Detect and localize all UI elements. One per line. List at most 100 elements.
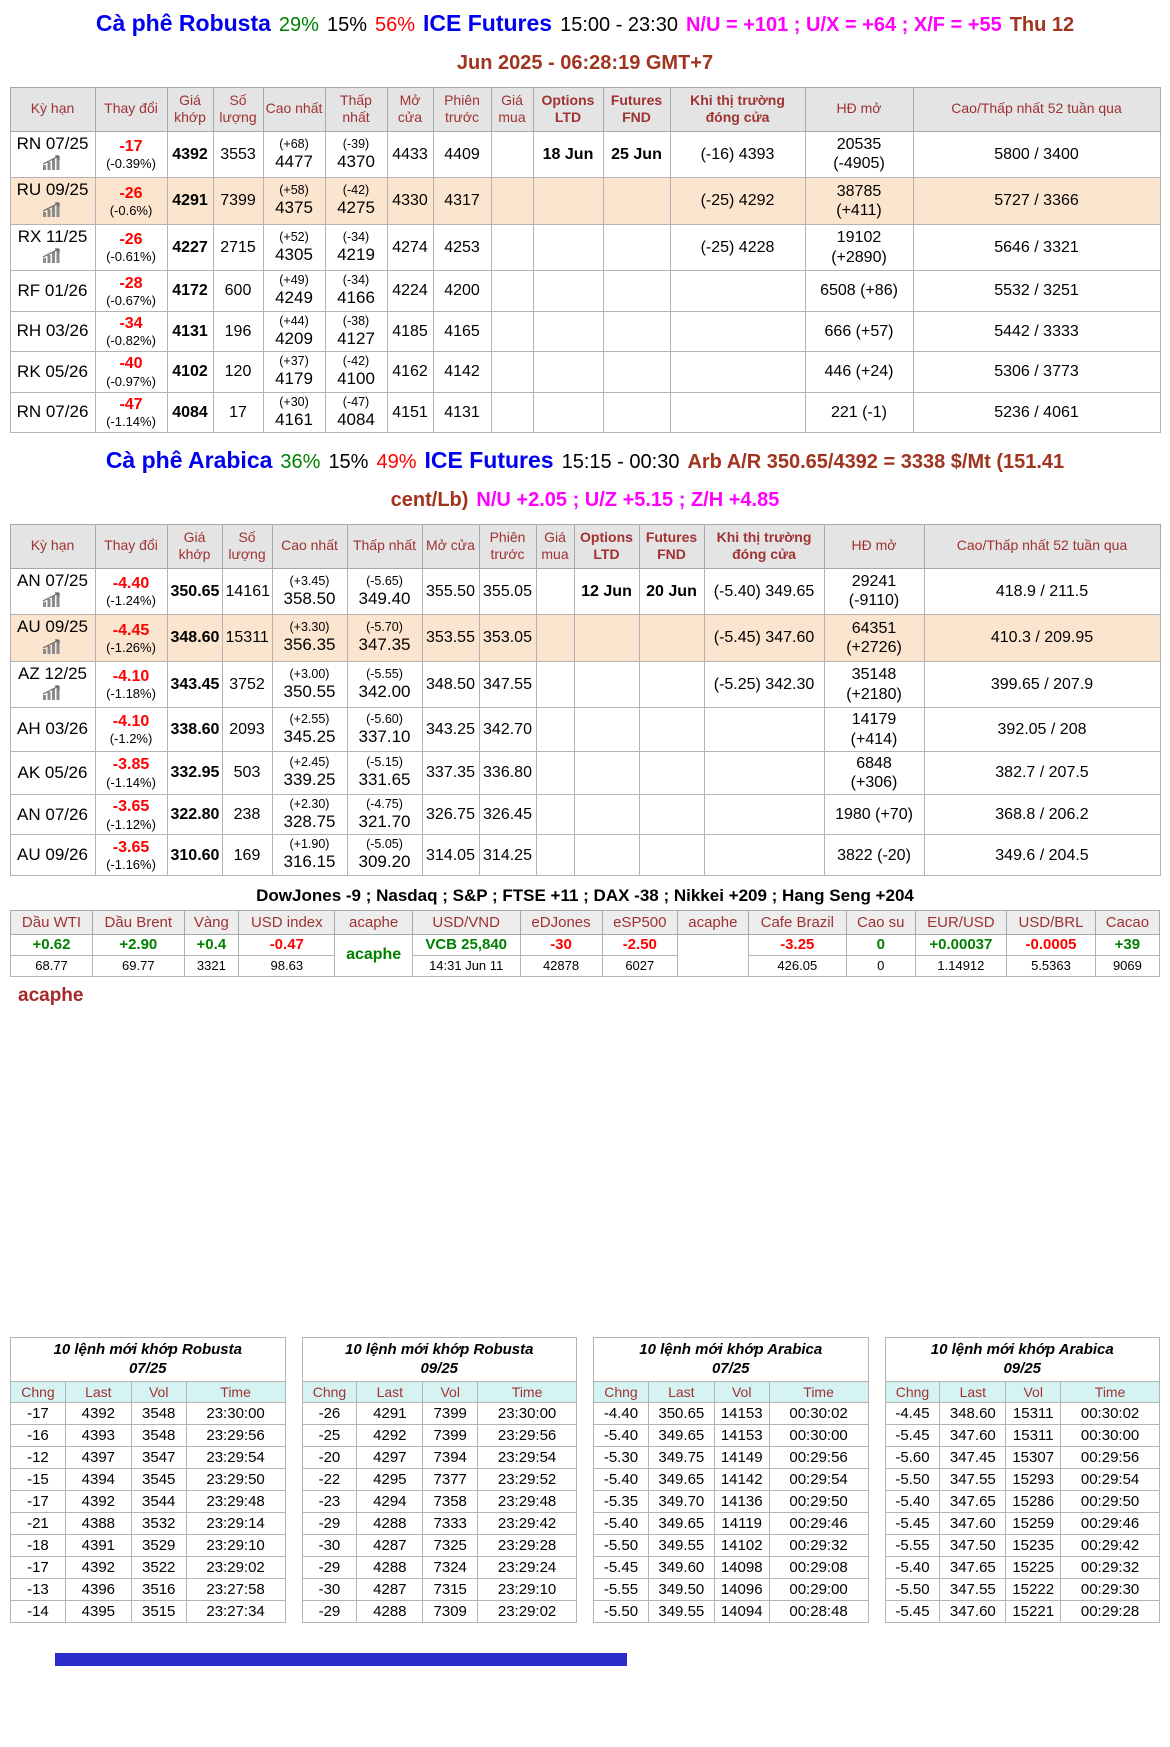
order-cell-change: -5.40 <box>884 1489 941 1513</box>
cell-bid <box>490 223 534 272</box>
order-cell-time: 00:29:54 <box>1060 1467 1160 1491</box>
table-row: RF 01/26 -28 (-0.67%) 4172 600 (+49) 4249 (-34)… <box>9 270 1161 312</box>
cell-52w-range: 5800 / 3400 <box>912 130 1161 179</box>
order-cell-time: 00:29:00 <box>768 1577 869 1601</box>
order-cell-change: -5.30 <box>593 1445 649 1469</box>
column-header: HĐ mở <box>804 86 914 132</box>
order-cell-last: 4391 <box>64 1533 132 1557</box>
order-cell-change: -29 <box>301 1599 358 1623</box>
table-row: RX 11/25 -26 (-0.61%) 4227 2715 (+52) 4305 (-34… <box>9 223 1161 272</box>
cell-open: 343.25 <box>421 707 480 752</box>
cell-open-interest: 3822 (-20) <box>823 834 925 876</box>
cell-volume: 2715 <box>212 223 264 272</box>
cell-close-info <box>669 391 806 433</box>
order-column-header: Vol <box>713 1380 770 1403</box>
header-segment: cent/Lb) <box>390 488 469 511</box>
market-header-row: Dầu WTI Dầu Brent Vàng USD index acaphe USD/V… <box>9 909 1161 935</box>
order-cell-last: 347.55 <box>939 1577 1007 1601</box>
header-segment: ICE Futures <box>424 446 554 473</box>
order-cell-volume: 14094 <box>713 1599 770 1623</box>
order-cell-time: 23:29:54 <box>477 1445 577 1469</box>
header-segment: N/U +2.05 ; U/Z +5.15 ; Z/H +4.85 <box>476 488 780 511</box>
market-summary-table: Dầu WTI Dầu Brent Vàng USD index acaphe USD/V… <box>9 909 1161 977</box>
column-header: Kỳ hạn <box>9 523 96 569</box>
chart-icon[interactable] <box>42 592 63 612</box>
chart-icon[interactable] <box>42 685 63 705</box>
robusta-header-line2: Jun 2025 - 06:28:19 GMT+7 <box>0 48 1170 79</box>
order-row: -20 4297 7394 23:29:54 <box>301 1445 577 1469</box>
order-column-header: Last <box>647 1380 715 1403</box>
order-cell-volume: 7358 <box>422 1489 479 1513</box>
cell-futures-fnd <box>602 270 671 312</box>
chart-icon[interactable] <box>42 202 63 222</box>
order-header-row: Chng Last Vol Time <box>884 1380 1160 1403</box>
order-row: -5.30 349.75 14149 00:29:56 <box>593 1445 869 1469</box>
cell-change: -28 (-0.67%) <box>94 270 168 312</box>
market-current-value: 98.63 <box>270 957 304 973</box>
order-cell-last: 347.65 <box>939 1489 1007 1513</box>
market-current-value: 5.5363 <box>1031 957 1071 973</box>
contract-label: AU 09/25 <box>17 617 88 637</box>
low-value: 337.10 <box>358 726 411 746</box>
order-row: -5.55 347.50 15235 00:29:42 <box>884 1533 1160 1557</box>
order-cell-volume: 14098 <box>713 1555 770 1579</box>
high-value: 350.55 <box>283 681 336 701</box>
cell-options-ltd: 18 Jun <box>532 130 604 179</box>
cell-contract: AH 03/26 <box>9 707 96 752</box>
order-cell-last: 4393 <box>64 1423 132 1447</box>
high-value: 328.75 <box>283 812 336 832</box>
cell-low: (-5.05) 309.20 <box>346 834 423 876</box>
cell-last-price: 4084 <box>166 391 214 433</box>
market-cell-value: 1.14912 <box>914 954 1008 977</box>
high-diff: (+49) <box>279 273 309 288</box>
order-cell-time: 23:30:00 <box>185 1401 286 1425</box>
recent-orders-table: 10 lệnh mới khớp Robusta 07/25 Chng Last Vo… <box>10 1336 286 1623</box>
change-value: -4.10 <box>112 713 150 731</box>
column-header: HĐ mở <box>823 523 925 569</box>
order-cell-last: 348.60 <box>939 1401 1007 1425</box>
order-row: -5.45 347.60 15311 00:30:00 <box>884 1423 1160 1447</box>
cell-volume: 2093 <box>221 707 273 752</box>
column-header: Options LTD <box>532 86 604 132</box>
market-cell-change: -30 <box>519 933 603 956</box>
table-row: AZ 12/25 -4.10 (-1.18%) 343.45 3752 (+3.00) 35… <box>9 660 1161 709</box>
market-change-value: +0.00037 <box>929 935 993 953</box>
order-cell-last: 350.65 <box>647 1401 715 1425</box>
table-row: AK 05/26 -3.85 (-1.14%) 332.95 503 (+2.45) 339… <box>9 750 1161 796</box>
order-cell-time: 23:29:56 <box>477 1423 577 1447</box>
order-cell-volume: 14102 <box>713 1533 770 1557</box>
order-cell-volume: 3515 <box>130 1599 187 1623</box>
chart-icon[interactable] <box>42 248 63 268</box>
change-value: -3.85 <box>112 756 150 774</box>
order-cell-volume: 7399 <box>422 1401 479 1425</box>
cell-previous: 355.05 <box>478 567 537 616</box>
low-diff: (-38) <box>342 313 370 328</box>
cell-low: (-5.55) 342.00 <box>346 660 423 709</box>
order-cell-change: -5.50 <box>593 1599 649 1623</box>
cell-contract: AZ 12/25 <box>9 660 96 709</box>
order-cell-volume: 7315 <box>422 1577 479 1601</box>
cell-low: (-5.15) 331.65 <box>346 750 423 796</box>
market-cell-value: 0 <box>845 954 916 977</box>
order-cell-last: 347.60 <box>939 1511 1007 1535</box>
cell-52w-range: 418.9 / 211.5 <box>923 567 1161 616</box>
order-cell-last: 4294 <box>356 1489 424 1513</box>
market-change-value: +39 <box>1114 935 1141 953</box>
chart-icon[interactable] <box>42 155 63 175</box>
market-change-value: +0.62 <box>32 935 71 953</box>
cell-open: 4224 <box>386 270 434 312</box>
order-cell-volume: 14149 <box>713 1445 770 1469</box>
table-row: RN 07/26 -47 (-1.14%) 4084 17 (+30) 4161 (-47) 4… <box>9 391 1161 433</box>
recent-orders-table: 10 lệnh mới khớp Arabica 09/25 Chng Last Vo… <box>884 1336 1161 1623</box>
change-value: -3.65 <box>112 838 150 856</box>
order-cell-last: 4394 <box>64 1467 132 1491</box>
cell-52w-range: 368.8 / 206.2 <box>923 794 1161 836</box>
order-row: -16 4393 3548 23:29:56 <box>10 1423 286 1447</box>
order-cell-change: -5.50 <box>884 1577 941 1601</box>
chart-icon[interactable] <box>42 638 63 659</box>
high-value: 4477 <box>275 151 313 171</box>
low-diff: (-5.05) <box>366 837 403 852</box>
order-cell-last: 4297 <box>356 1445 424 1469</box>
cell-previous: 4409 <box>432 130 492 179</box>
market-current-value: 14:31 Jun 11 <box>429 957 504 973</box>
